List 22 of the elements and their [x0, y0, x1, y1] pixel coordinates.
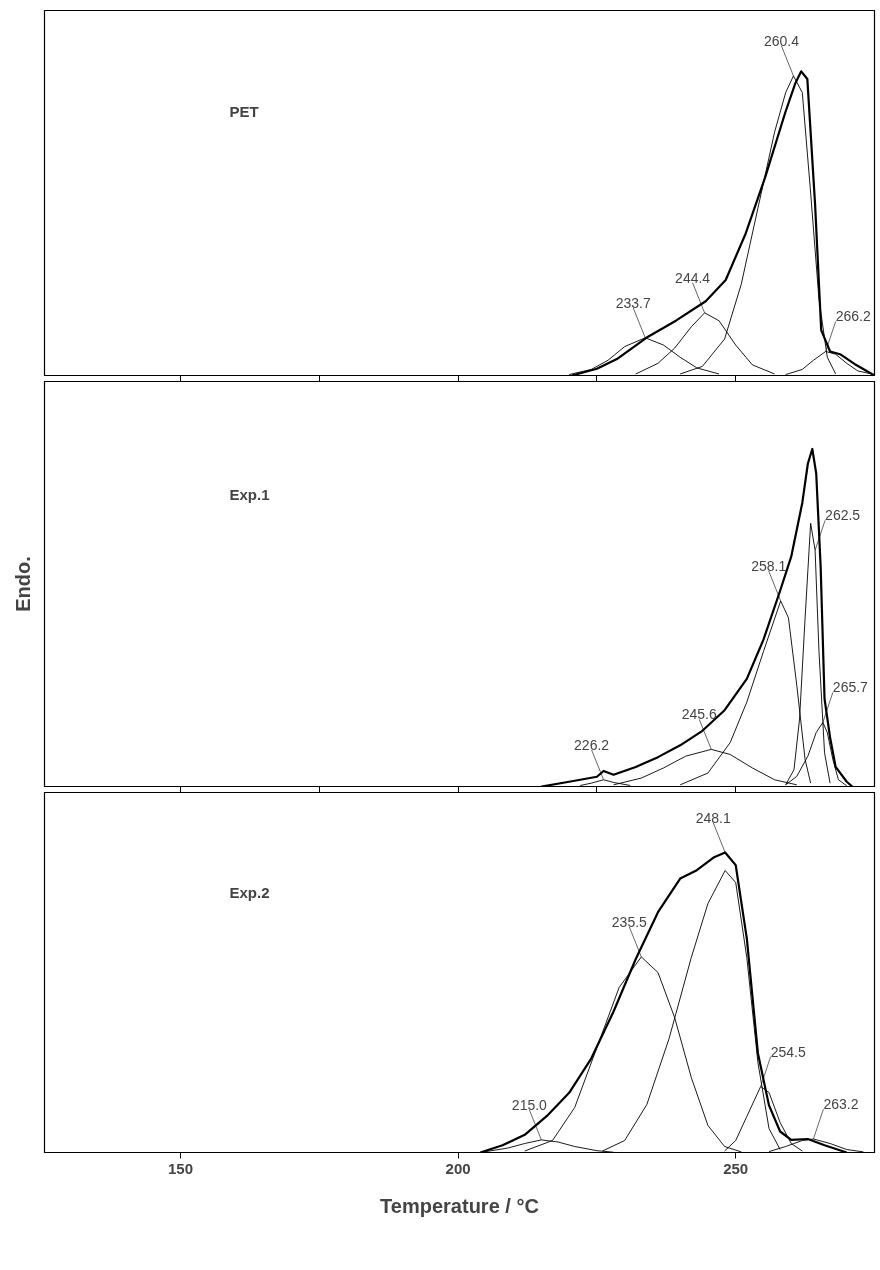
x-tick-label: 150	[168, 1159, 194, 1177]
annotation: 248.1	[695, 809, 731, 826]
annotation: 244.4	[675, 269, 711, 286]
annotation: 245.6	[681, 706, 718, 723]
annotation: 215.0	[511, 1096, 548, 1113]
annotation: 235.5	[611, 913, 648, 930]
y-axis-title: Endo.	[11, 556, 34, 612]
text: Exp.2	[229, 883, 270, 901]
x-tick-label: 250	[723, 1159, 749, 1177]
annotation: 263.2	[823, 1096, 859, 1112]
annotation: 265.7	[832, 679, 869, 696]
x-tick-label: 200	[445, 1159, 471, 1177]
annotation: 254.5	[770, 1043, 806, 1060]
annotation: 266.2	[835, 308, 871, 325]
annotation: 226.2	[574, 736, 610, 753]
annotation: 258.1	[751, 557, 787, 574]
text: PET	[229, 103, 259, 120]
annotation: 262.5	[825, 507, 861, 524]
annotation: 260.4	[763, 32, 800, 49]
annotation: 233.7	[615, 294, 651, 311]
x-axis-title: Temperature / °C	[380, 1194, 539, 1217]
text: Exp.1	[229, 486, 270, 503]
